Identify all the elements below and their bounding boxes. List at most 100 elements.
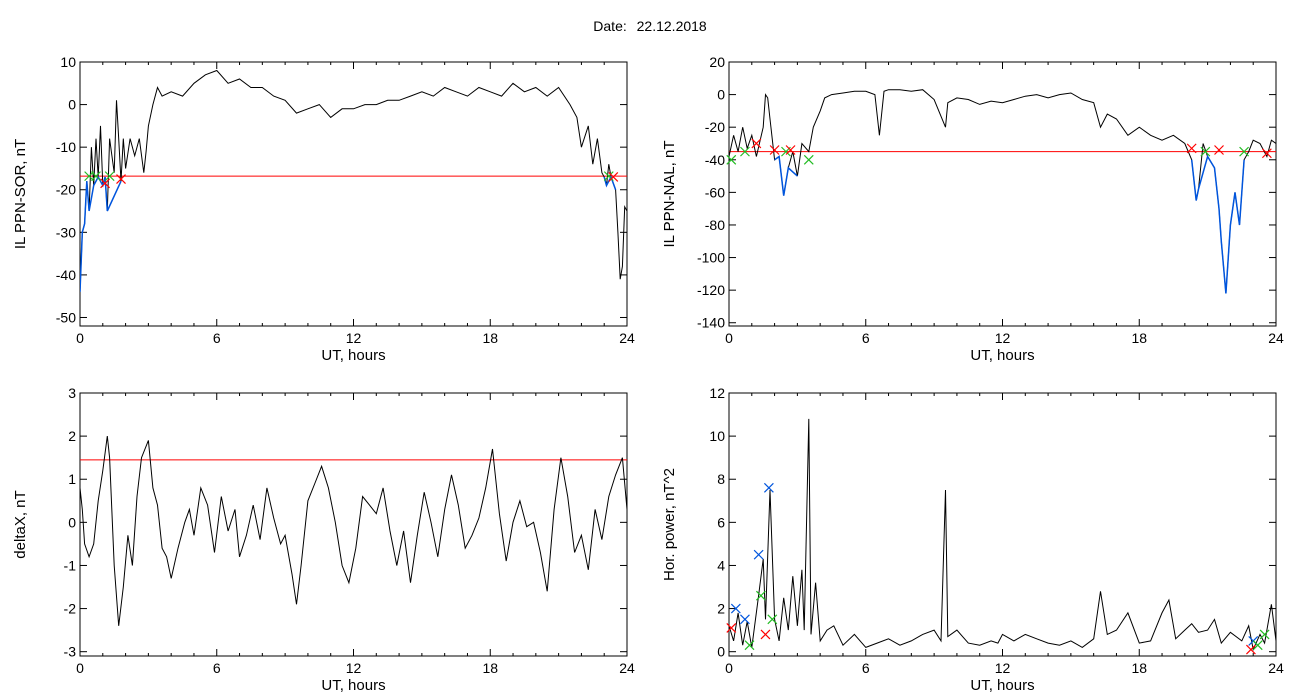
marker-x — [104, 171, 115, 182]
marker-stroke — [740, 614, 750, 625]
y-tick-label: -1 — [64, 557, 77, 573]
x-axis-title: UT, hours — [970, 347, 1034, 364]
y-tick-label: 8 — [717, 471, 725, 487]
marker-stroke — [740, 146, 750, 157]
x-tick-label: 0 — [76, 330, 84, 346]
marker-stroke — [751, 138, 762, 149]
y-tick-label: 10 — [60, 54, 76, 70]
marker-x — [1259, 629, 1270, 640]
x-tick-label: 6 — [213, 660, 221, 676]
x-tick-label: 18 — [1131, 330, 1147, 346]
marker-x — [726, 154, 737, 165]
marker-stroke — [803, 154, 814, 165]
y-tick-label: 3 — [68, 385, 76, 401]
y-axis-title: Hor. power, nT^2 — [661, 468, 678, 581]
y-tick-label: 0 — [717, 87, 725, 103]
date-label: Date: — [593, 18, 627, 34]
x-tick-label: 12 — [346, 330, 362, 346]
x-tick-label: 6 — [213, 330, 221, 346]
marker-stroke — [1259, 629, 1270, 640]
marker-x — [1239, 146, 1250, 157]
marker-x — [1246, 644, 1256, 655]
marker-stroke — [91, 171, 101, 182]
y-tick-label: -40 — [56, 267, 76, 283]
x-tick-label: 6 — [862, 660, 870, 676]
y-tick-label: 12 — [709, 385, 725, 401]
x-tick-label: 0 — [725, 330, 733, 346]
marker-stroke — [755, 590, 766, 601]
marker-x — [785, 145, 796, 155]
x-tick-label: 24 — [619, 660, 635, 676]
y-tick-label: 4 — [717, 557, 725, 573]
y-tick-label: -30 — [56, 224, 76, 240]
marker-x — [100, 178, 110, 189]
marker-stroke — [753, 549, 764, 560]
marker-x — [730, 603, 741, 614]
marker-x — [1252, 640, 1263, 651]
marker-x — [1214, 145, 1224, 155]
date-value: 22.12.2018 — [636, 18, 707, 34]
x-tick-label: 12 — [995, 660, 1011, 676]
y-tick-label: -140 — [697, 315, 725, 331]
x-tick-label: 12 — [995, 330, 1011, 346]
highlight-segment — [1190, 154, 1245, 294]
x-axis-title: UT, hours — [970, 677, 1034, 694]
marker-x — [740, 146, 750, 157]
series-line-1 — [729, 89, 1276, 294]
y-tick-label: 20 — [709, 54, 725, 70]
marker-stroke — [608, 172, 619, 182]
y-axis-title: IL PPN-NAL, nT — [661, 141, 678, 248]
marker-stroke — [744, 640, 755, 651]
marker-x — [769, 145, 780, 155]
marker-stroke — [104, 171, 115, 182]
highlight-segment — [80, 175, 122, 292]
series-line-1 — [80, 436, 627, 626]
y-tick-label: -10 — [56, 139, 76, 155]
y-tick-label: -100 — [697, 250, 725, 266]
y-tick-label: -3 — [64, 644, 77, 660]
series-line-1 — [729, 418, 1276, 652]
marker-stroke — [785, 145, 796, 155]
y-tick-label: 2 — [717, 601, 725, 617]
marker-x — [760, 629, 771, 640]
series-line-1 — [80, 69, 627, 292]
page-title: Date: 22.12.2018 — [0, 18, 1300, 34]
y-tick-label: -60 — [705, 184, 725, 200]
marker-stroke — [767, 614, 778, 625]
marker-stroke — [1252, 640, 1263, 651]
marker-stroke — [763, 482, 774, 493]
plot-frame — [728, 61, 1277, 327]
x-tick-label: 6 — [862, 330, 870, 346]
x-axis-title: UT, hours — [321, 677, 385, 694]
marker-stroke — [769, 145, 780, 155]
marker-x — [1186, 143, 1197, 154]
y-tick-label: 1 — [68, 471, 76, 487]
y-tick-label: -20 — [56, 182, 76, 198]
marker-x — [740, 614, 750, 625]
y-tick-label: 0 — [717, 644, 725, 660]
marker-stroke — [1239, 146, 1250, 157]
marker-x — [753, 549, 764, 560]
y-tick-label: -40 — [705, 152, 725, 168]
marker-x — [726, 623, 737, 633]
y-tick-label: -2 — [64, 601, 77, 617]
marker-x — [116, 174, 126, 185]
highlight-segment — [774, 155, 798, 196]
y-tick-label: 0 — [68, 97, 76, 113]
marker-x — [91, 171, 101, 182]
chart-panel-2: 0 6 12 18 24 -140 -120 -100 -80 -60 -40 -20 0 20 UT, h… — [661, 54, 1284, 364]
marker-x — [767, 614, 778, 625]
x-tick-label: 18 — [482, 660, 498, 676]
x-tick-label: 12 — [346, 660, 362, 676]
x-tick-label: 24 — [1268, 660, 1284, 676]
marker-stroke — [760, 629, 771, 640]
y-tick-label: -20 — [705, 119, 725, 135]
y-tick-label: 6 — [717, 514, 725, 530]
x-tick-label: 0 — [725, 660, 733, 676]
marker-stroke — [726, 623, 737, 633]
plot-frame — [79, 392, 628, 657]
plot-frame — [79, 61, 628, 327]
